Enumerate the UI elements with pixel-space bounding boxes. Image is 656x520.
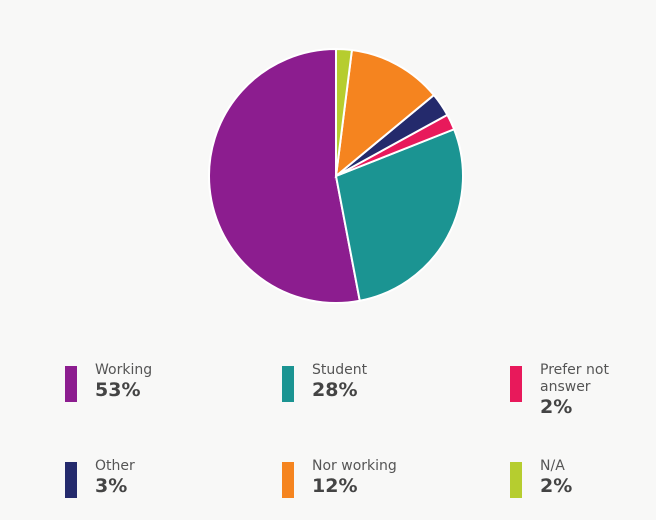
pie-slice xyxy=(208,47,361,304)
legend-label: Prefer not answer xyxy=(540,362,609,395)
legend-label: Student xyxy=(312,362,368,378)
legend-label: Other xyxy=(95,458,135,474)
pie-slice xyxy=(335,47,354,177)
legend-value: 3% xyxy=(95,475,128,497)
legend-value: 12% xyxy=(312,475,358,497)
legend-swatch xyxy=(510,462,522,498)
legend-label: Working xyxy=(95,362,153,378)
legend-swatch xyxy=(282,462,294,498)
legend-value: 2% xyxy=(540,475,573,497)
legend-value: 28% xyxy=(312,379,358,401)
legend-label: N/A xyxy=(540,458,565,474)
legend-value: 2% xyxy=(540,396,573,418)
legend-swatch xyxy=(282,366,294,402)
legend-text: Working 53% xyxy=(95,362,195,401)
legend-swatch xyxy=(65,366,77,402)
pie-area xyxy=(208,47,464,304)
pie-slice xyxy=(334,127,464,302)
legend-value: 53% xyxy=(95,379,141,401)
pie-slice xyxy=(334,48,436,179)
legend-text: N/A 2% xyxy=(540,458,640,497)
legend-swatch xyxy=(510,366,522,402)
legend-text: Nor working 12% xyxy=(312,458,412,497)
legend-text: Prefer not answer 2% xyxy=(540,362,640,418)
legend-label: Nor working xyxy=(312,458,397,474)
legend-text: Student 28% xyxy=(312,362,412,401)
legend-swatch xyxy=(65,462,77,498)
legend-text: Other 3% xyxy=(95,458,195,497)
